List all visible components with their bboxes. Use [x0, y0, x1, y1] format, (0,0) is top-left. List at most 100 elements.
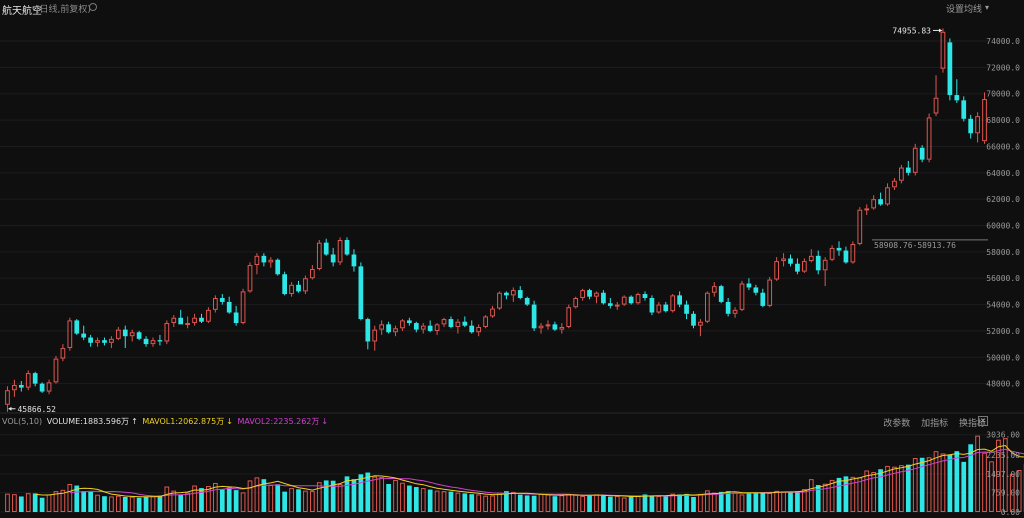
candle-body: [795, 263, 800, 272]
gear-icon[interactable]: [89, 3, 97, 11]
candle: [407, 317, 412, 326]
candle: [150, 337, 156, 347]
candle-body: [788, 258, 793, 264]
candle-body: [607, 303, 613, 306]
close-icon[interactable]: ×: [978, 416, 988, 426]
price-tick-label: 62000.0: [986, 195, 1020, 204]
volume-bar: [642, 494, 648, 512]
candle-body: [12, 384, 17, 391]
candle: [303, 275, 308, 295]
candle-body: [122, 329, 128, 337]
candle: [739, 280, 745, 312]
candle: [975, 112, 980, 143]
volume-moving-averages: [35, 444, 1024, 498]
volume-bar: [982, 452, 987, 513]
candle: [5, 386, 10, 412]
volume-bar: [199, 488, 204, 512]
volume-bar: [663, 496, 669, 512]
volume-bar: [767, 492, 773, 512]
mavol2-line: [69, 448, 1024, 497]
edit-params-button[interactable]: 改参数: [883, 419, 911, 429]
volume-bar: [95, 494, 100, 513]
mavol2-arrow-icon: ↓: [321, 417, 329, 426]
volume-bar: [559, 495, 565, 513]
candle: [289, 282, 294, 297]
volume-bar: [933, 451, 939, 512]
volume-bar: [5, 493, 10, 513]
price-tick-label: 48000.0: [986, 380, 1020, 389]
candle-body: [829, 247, 835, 260]
volume-bar: [192, 485, 197, 513]
volume-bar: [531, 495, 537, 512]
candle-body: [767, 279, 773, 306]
candle: [351, 249, 357, 272]
volume-axis: 3036.00 2235.00 1497.00 759.00 0.00: [986, 431, 1020, 517]
candle-body: [296, 284, 301, 292]
volume-bar: [815, 485, 821, 512]
price-line-label: 58908.76-58913.76: [874, 241, 956, 250]
candle-body: [836, 247, 842, 251]
candle-body: [899, 167, 904, 181]
candle: [372, 325, 378, 351]
volume-bar: [413, 487, 419, 512]
volume-bar: [684, 493, 689, 512]
candle-body: [400, 320, 405, 329]
volume-bar: [746, 493, 752, 512]
volume-bar: [150, 495, 156, 512]
candle: [753, 284, 759, 296]
candle-body: [469, 325, 475, 333]
add-indicator-button[interactable]: 加指标: [921, 419, 949, 429]
volume-bar: [323, 480, 329, 512]
candle: [614, 301, 620, 310]
mavol1-value: MAVOL1:2062.875万: [142, 417, 225, 426]
candle: [517, 286, 523, 300]
candle: [337, 237, 343, 266]
volume-bar: [878, 469, 883, 512]
volume-bar: [109, 496, 114, 512]
switch-indicator-button[interactable]: 换指标: [958, 419, 986, 429]
candle: [268, 257, 274, 268]
chevron-down-icon[interactable]: ▾: [984, 3, 989, 12]
candle-body: [566, 307, 572, 327]
candle-body: [982, 99, 987, 142]
candle-body: [552, 324, 558, 330]
candle: [88, 334, 93, 347]
volume-bar: [670, 493, 676, 513]
candle: [199, 313, 204, 324]
candle-body: [358, 266, 364, 320]
volume-bar: [157, 495, 163, 512]
volume-bar: [614, 495, 620, 512]
candle-body: [691, 313, 696, 326]
candle-body: [18, 384, 24, 388]
set-moving-average-button[interactable]: 设置均线: [945, 5, 982, 15]
volume-bar: [538, 493, 544, 513]
candle-body: [483, 316, 488, 327]
candle: [808, 249, 814, 263]
volume-bar: [212, 482, 218, 512]
candle: [67, 317, 73, 351]
candle: [538, 323, 544, 334]
candle-body: [178, 317, 184, 325]
volume-bar: [524, 495, 530, 512]
candle-body: [88, 337, 93, 343]
candle-body: [656, 304, 662, 313]
volume-bar: [566, 494, 572, 513]
candle: [192, 313, 197, 326]
candle-body: [434, 324, 440, 331]
candle: [448, 316, 454, 329]
volume-bar: [774, 490, 780, 513]
candle-body: [240, 291, 246, 324]
high-marker-label: 74955.83: [892, 26, 931, 35]
candle: [698, 319, 703, 337]
volume-bar: [940, 453, 946, 513]
candle-body: [441, 319, 447, 325]
candle-body: [725, 301, 731, 314]
candle-body: [365, 319, 371, 342]
candle-body: [892, 180, 897, 188]
volume-bar: [912, 458, 918, 513]
candle-body: [933, 97, 939, 114]
candle: [580, 288, 585, 301]
candlestick-series: [5, 28, 987, 412]
candle: [982, 92, 987, 144]
